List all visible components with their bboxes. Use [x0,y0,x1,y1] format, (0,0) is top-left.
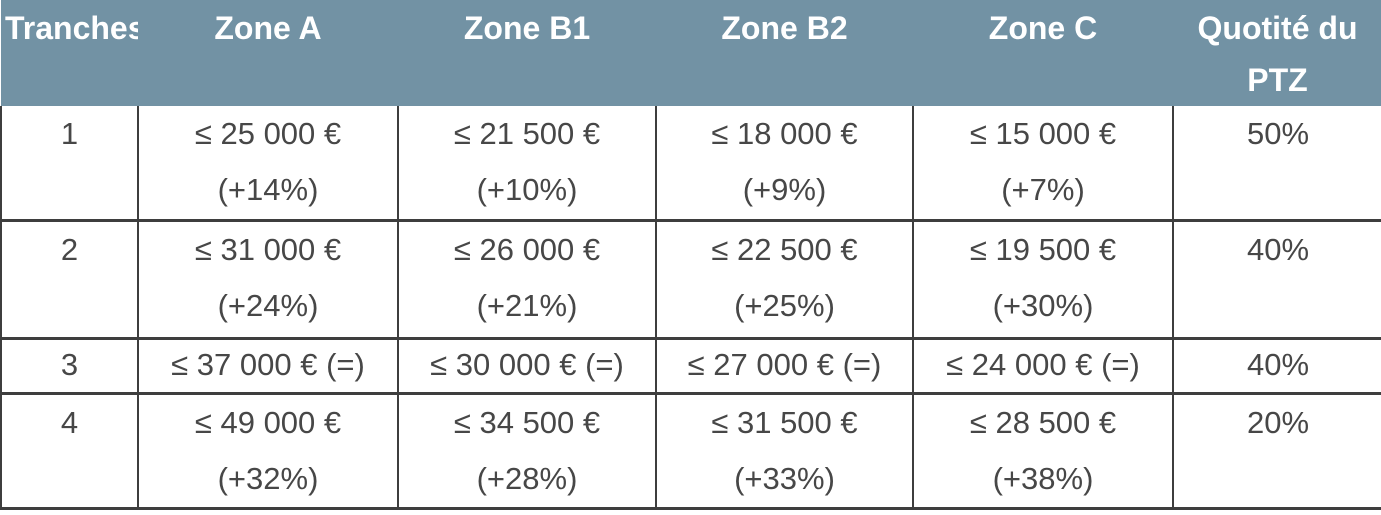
tranche-number-cell: 3 [0,336,138,393]
zone-c-cell: ≤ 28 500 € (+38%) [912,391,1173,510]
zone-b1-cell: ≤ 34 500 € (+28%) [397,391,656,510]
zone-c-cell: ≤ 24 000 € (=) [912,336,1173,393]
quotite-cell: 40% [1172,218,1381,338]
table-row-tranche-4: 4 ≤ 49 000 € (+32%) ≤ 34 500 € (+28%) ≤ … [0,391,1381,510]
column-header-zone-b2: Zone B2 [656,0,913,106]
zone-b2-cell: ≤ 18 000 € (+9%) [655,106,913,220]
quotite-cell: 50% [1172,106,1381,220]
tranche-number-cell: 1 [0,106,138,220]
column-header-quotite-ptz: Quotité du PTZ [1173,0,1381,106]
zone-b2-cell: ≤ 27 000 € (=) [655,336,913,393]
tranche-number-cell: 2 [0,218,138,338]
column-header-tranches: Tranches [1,0,138,106]
zone-a-cell: ≤ 49 000 € (+32%) [137,391,398,510]
column-header-zone-a: Zone A [138,0,398,106]
table-row-tranche-2: 2 ≤ 31 000 € (+24%) ≤ 26 000 € (+21%) ≤ … [0,218,1381,338]
zone-b2-cell: ≤ 22 500 € (+25%) [655,218,913,338]
column-header-zone-b1: Zone B1 [398,0,656,106]
zone-c-cell: ≤ 15 000 € (+7%) [912,106,1173,220]
zone-a-cell: ≤ 31 000 € (+24%) [137,218,398,338]
zone-c-cell: ≤ 19 500 € (+30%) [912,218,1173,338]
table-row-tranche-1: 1 ≤ 25 000 € (+14%) ≤ 21 500 € (+10%) ≤ … [0,106,1381,220]
table-row-tranche-3: 3 ≤ 37 000 € (=) ≤ 30 000 € (=) ≤ 27 000… [0,336,1381,393]
zone-b2-cell: ≤ 31 500 € (+33%) [655,391,913,510]
tranche-number-cell: 4 [0,391,138,510]
header-row: Tranches Zone A Zone B1 Zone B2 Zone C Q… [1,0,1381,106]
zone-b1-cell: ≤ 21 500 € (+10%) [397,106,656,220]
column-header-zone-c: Zone C [913,0,1173,106]
quotite-cell: 40% [1172,336,1381,393]
zone-a-cell: ≤ 37 000 € (=) [137,336,398,393]
zone-a-cell: ≤ 25 000 € (+14%) [137,106,398,220]
zone-b1-cell: ≤ 26 000 € (+21%) [397,218,656,338]
quotite-cell: 20% [1172,391,1381,510]
zone-b1-cell: ≤ 30 000 € (=) [397,336,656,393]
